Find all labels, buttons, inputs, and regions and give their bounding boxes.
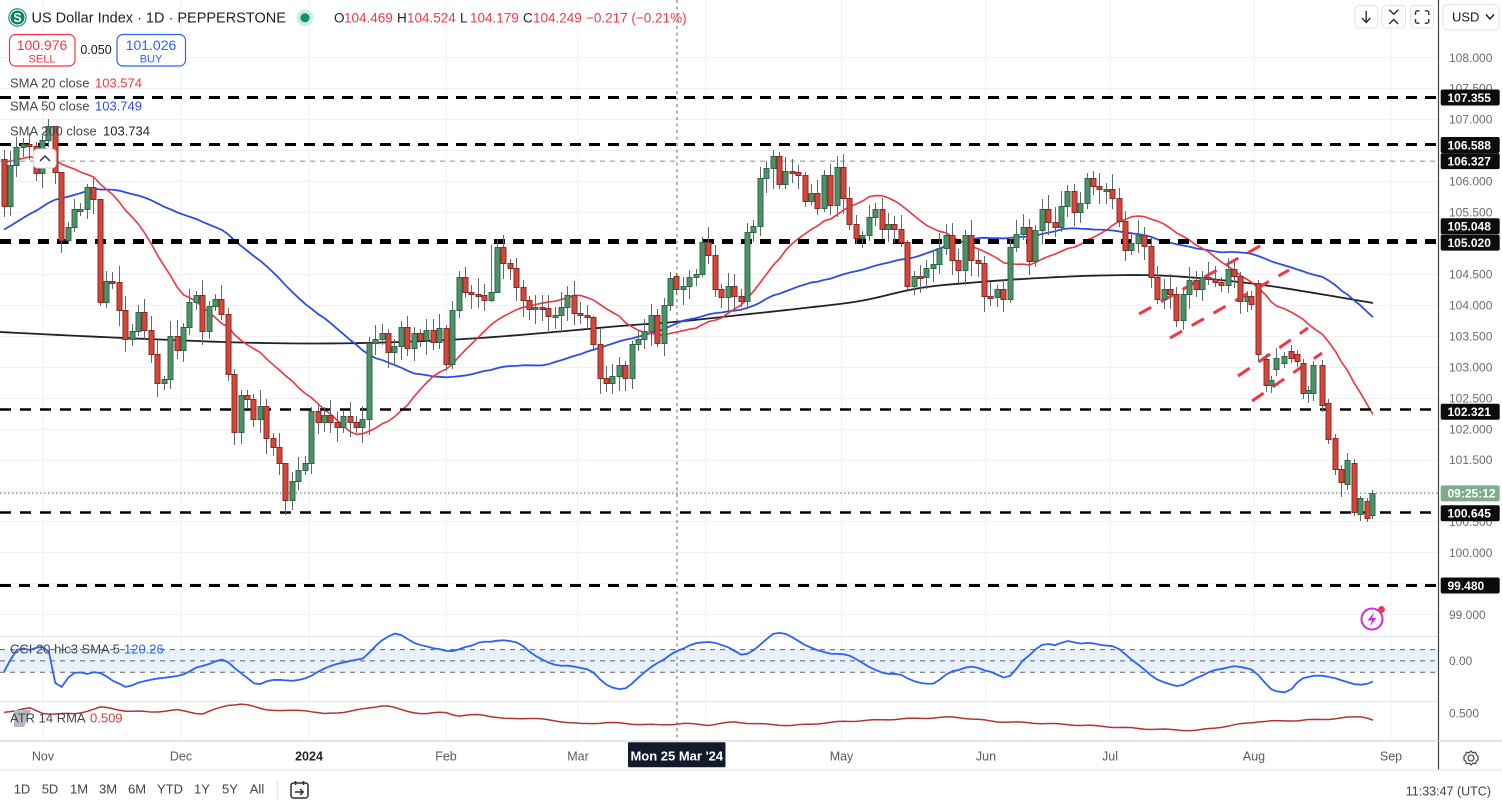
svg-text:−0.217 (−0.21%): −0.217 (−0.21%) xyxy=(586,10,687,25)
svg-text:104.179: 104.179 xyxy=(470,10,519,25)
svg-text:103.500: 103.500 xyxy=(1449,329,1493,343)
svg-text:5D: 5D xyxy=(42,781,59,796)
svg-text:All: All xyxy=(250,781,265,796)
svg-text:120.26: 120.26 xyxy=(124,642,164,657)
svg-text:Jun: Jun xyxy=(976,750,996,764)
svg-text:May: May xyxy=(830,750,854,764)
svg-text:1M: 1M xyxy=(70,781,88,796)
svg-text:Dec: Dec xyxy=(170,750,192,764)
svg-text:105.500: 105.500 xyxy=(1449,206,1493,220)
svg-text:3M: 3M xyxy=(99,781,117,796)
svg-text:104.469: 104.469 xyxy=(344,10,393,25)
svg-text:11:33:47 (UTC): 11:33:47 (UTC) xyxy=(1406,784,1491,798)
svg-text:5Y: 5Y xyxy=(222,781,238,796)
svg-text:Aug: Aug xyxy=(1243,750,1265,764)
svg-text:YTD: YTD xyxy=(157,781,183,796)
svg-text:100.000: 100.000 xyxy=(1449,546,1493,560)
svg-text:SMA 20 close: SMA 20 close xyxy=(10,75,90,90)
svg-text:0.050: 0.050 xyxy=(80,43,111,57)
svg-text:102.000: 102.000 xyxy=(1449,422,1493,436)
svg-text:L: L xyxy=(460,10,468,25)
svg-text:SMA 50 close: SMA 50 close xyxy=(10,98,90,113)
svg-text:100.976: 100.976 xyxy=(17,37,68,53)
svg-text:0.00: 0.00 xyxy=(1449,654,1473,668)
svg-text:103.574: 103.574 xyxy=(95,75,142,90)
svg-text:104.500: 104.500 xyxy=(1449,267,1493,281)
svg-text:103.749: 103.749 xyxy=(95,98,142,113)
svg-text:103.000: 103.000 xyxy=(1449,360,1493,374)
svg-text:105.020: 105.020 xyxy=(1448,236,1492,250)
svg-text:106.000: 106.000 xyxy=(1449,175,1493,189)
svg-text:107.355: 107.355 xyxy=(1448,91,1492,105)
svg-text:Nov: Nov xyxy=(32,750,55,764)
svg-text:104.000: 104.000 xyxy=(1449,298,1493,312)
svg-text:Mon 25 Mar '24: Mon 25 Mar '24 xyxy=(630,748,723,763)
svg-text:104.524: 104.524 xyxy=(407,10,456,25)
svg-text:0.509: 0.509 xyxy=(90,710,123,725)
svg-text:103.734: 103.734 xyxy=(103,123,150,138)
svg-text:101.500: 101.500 xyxy=(1449,453,1493,467)
svg-text:USD: USD xyxy=(1452,10,1479,25)
svg-text:99.480: 99.480 xyxy=(1448,579,1485,593)
svg-text:0.500: 0.500 xyxy=(1449,706,1479,720)
svg-text:C: C xyxy=(523,10,533,25)
svg-text:107.000: 107.000 xyxy=(1449,113,1493,127)
svg-text:105.048: 105.048 xyxy=(1448,220,1492,234)
svg-text:106.588: 106.588 xyxy=(1448,138,1492,152)
svg-text:H: H xyxy=(397,10,407,25)
svg-text:2024: 2024 xyxy=(295,750,323,764)
svg-text:104.249: 104.249 xyxy=(533,10,582,25)
svg-text:6M: 6M xyxy=(128,781,146,796)
svg-text:102.500: 102.500 xyxy=(1449,391,1493,405)
svg-text:1D: 1D xyxy=(14,781,31,796)
svg-text:1Y: 1Y xyxy=(194,781,210,796)
svg-text:Feb: Feb xyxy=(435,750,457,764)
svg-text:Sep: Sep xyxy=(1380,750,1402,764)
svg-text:Mar: Mar xyxy=(567,750,589,764)
svg-text:99.000: 99.000 xyxy=(1449,608,1486,622)
svg-text:SMA 200 close: SMA 200 close xyxy=(10,123,97,138)
svg-text:SELL: SELL xyxy=(29,54,56,66)
svg-text:O: O xyxy=(334,10,345,25)
svg-text:ATR 14 RMA: ATR 14 RMA xyxy=(10,710,86,725)
svg-text:102.321: 102.321 xyxy=(1448,405,1492,419)
svg-text:100.645: 100.645 xyxy=(1448,507,1492,521)
svg-text:09:25:12: 09:25:12 xyxy=(1448,487,1496,501)
svg-text:S: S xyxy=(13,11,21,25)
svg-text:Jul: Jul xyxy=(1102,750,1118,764)
svg-text:BUY: BUY xyxy=(140,54,163,66)
svg-text:US Dollar Index · 1D · PEPPERS: US Dollar Index · 1D · PEPPERSTONE xyxy=(32,10,287,26)
svg-text:108.000: 108.000 xyxy=(1449,51,1493,65)
svg-text:101.026: 101.026 xyxy=(126,37,177,53)
svg-text:CCI 20 hlc3 SMA 5: CCI 20 hlc3 SMA 5 xyxy=(10,642,120,657)
svg-text:106.327: 106.327 xyxy=(1448,154,1492,168)
